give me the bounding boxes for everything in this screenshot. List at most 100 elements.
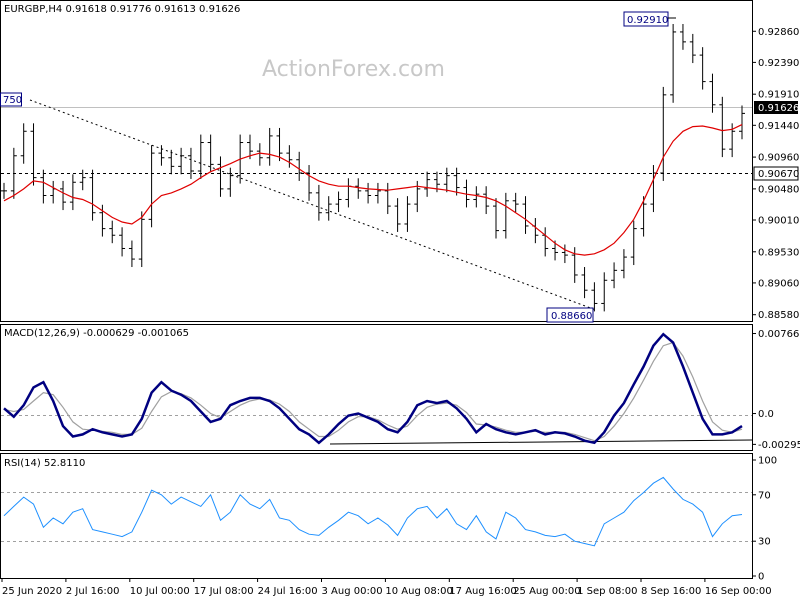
y-tick-label: 0.91440: [758, 121, 799, 132]
price-bar: [138, 211, 145, 268]
rsi-panel-title: RSI(14) 52.8110: [4, 458, 85, 469]
price-bar: [286, 145, 293, 168]
x-tick-label: 3 Aug 00:00: [322, 586, 383, 597]
price-bar: [591, 282, 598, 312]
price-bar: [374, 182, 381, 204]
y-tick-label: 100: [758, 456, 777, 467]
x-tick-label: 16 Sep 00:00: [705, 586, 772, 597]
y-tick-label: 0.0: [758, 409, 774, 420]
y-tick-label: 0.89060: [758, 278, 799, 289]
x-tick-label: 17 Jul 08:00: [194, 586, 254, 597]
y-tick-label: 0.90010: [758, 216, 799, 227]
price-bar: [325, 196, 332, 221]
high-annotation-text: 0.92910: [627, 15, 668, 26]
current-price-tag: 0.91626: [754, 101, 799, 114]
price-bar: [611, 262, 618, 289]
left-annotation-text: 750: [3, 95, 22, 106]
price-bar: [453, 167, 460, 196]
x-tick-label: 2 Jul 16:00: [66, 586, 120, 597]
x-tick-label: 10 Jul 00:00: [130, 586, 190, 597]
macd-line: [3, 332, 743, 445]
price-bar: [483, 186, 490, 215]
price-bar: [384, 182, 391, 215]
y-tick-label: 0.90960: [758, 153, 799, 164]
macd-baseline: [329, 439, 753, 445]
price-bar: [1, 182, 7, 199]
y-tick-label: 0.88580: [758, 310, 799, 321]
x-tick-label: 17 Aug 16:00: [449, 586, 516, 597]
price-panel-frame: [0, 0, 753, 322]
price-bar: [424, 171, 431, 197]
y-tick-label: 0.89530: [758, 247, 799, 258]
y-tick-label: -0.002952: [758, 440, 800, 451]
price-bar: [109, 220, 116, 244]
macd-panel-title: MACD(12,26,9) -0.000629 -0.001065: [4, 328, 189, 339]
price-bar: [276, 127, 283, 162]
price-bar: [561, 244, 568, 264]
price-bar: [709, 73, 716, 113]
price-bar: [158, 145, 165, 166]
rsi-y-axis: 100 70 30 0: [752, 456, 777, 583]
y-tick-label: 0.90480: [758, 184, 799, 195]
price-bar: [443, 167, 450, 193]
watermark: ActionForex.com: [262, 57, 445, 82]
y-tick-label: 0.92860: [758, 27, 799, 38]
price-candles: [1, 23, 745, 312]
price-bar: [502, 192, 509, 239]
low-annotation: 0.88660: [546, 307, 594, 323]
price-y-axis: 0.92860 0.92390 0.91910 0.91440 0.90960 0.904…: [752, 27, 799, 321]
price-bar: [394, 198, 401, 232]
price-bar: [473, 186, 480, 208]
x-tick-label: 1 Sep 08:00: [577, 586, 637, 597]
price-bar: [493, 198, 499, 239]
price-bar: [256, 143, 263, 166]
price-bar: [581, 267, 588, 299]
price-panel-title: EURGBP,H4 0.91618 0.91776 0.91613 0.9162…: [4, 4, 240, 15]
price-bar: [660, 86, 667, 181]
price-bar: [10, 147, 17, 199]
x-tick-label: 25 Jun 2020: [2, 586, 62, 597]
price-bar: [640, 196, 647, 237]
price-bar: [148, 145, 155, 228]
price-bar: [571, 247, 578, 283]
x-tick-label: 25 Aug 00:00: [513, 586, 580, 597]
price-bar: [355, 178, 362, 199]
price-bar: [601, 272, 608, 312]
price-bar: [247, 134, 253, 160]
price-bar: [739, 105, 745, 140]
x-axis: 25 Jun 2020 2 Jul 16:00 10 Jul 00:00 17 Jul…: [1, 578, 772, 597]
price-bar: [699, 47, 706, 90]
price-bar: [197, 134, 204, 179]
price-bar: [620, 249, 627, 279]
price-bar: [119, 227, 126, 257]
price-bar: [463, 179, 470, 208]
price-bar: [227, 167, 234, 197]
price-bar: [522, 196, 529, 234]
price-bar: [266, 127, 273, 166]
trendline: [29, 99, 597, 311]
price-bar: [217, 156, 224, 197]
high-annotation: 0.92910: [623, 11, 676, 27]
price-bar: [20, 123, 27, 164]
price-bar: [60, 180, 67, 211]
price-bar: [187, 147, 194, 179]
rsi-panel-frame: [0, 453, 753, 579]
y-tick-label: 0.007663: [758, 329, 800, 340]
price-bar: [296, 151, 303, 181]
y-tick-label: 0.91910: [758, 90, 799, 101]
price-bar: [670, 23, 677, 103]
price-bar: [69, 174, 76, 211]
support-level-text: 0.90670: [758, 169, 799, 180]
y-tick-label: 30: [758, 537, 771, 548]
price-bar: [89, 169, 96, 221]
price-bar: [79, 169, 86, 191]
x-tick-label: 24 Jul 16:00: [258, 586, 318, 597]
moving-average-line: [3, 124, 743, 256]
price-bar: [315, 184, 322, 221]
price-bar: [689, 33, 696, 64]
current-price-text: 0.91626: [758, 103, 799, 114]
price-bar: [404, 196, 411, 232]
price-bar: [30, 123, 37, 186]
price-bar: [679, 23, 686, 50]
price-bar: [178, 147, 185, 175]
